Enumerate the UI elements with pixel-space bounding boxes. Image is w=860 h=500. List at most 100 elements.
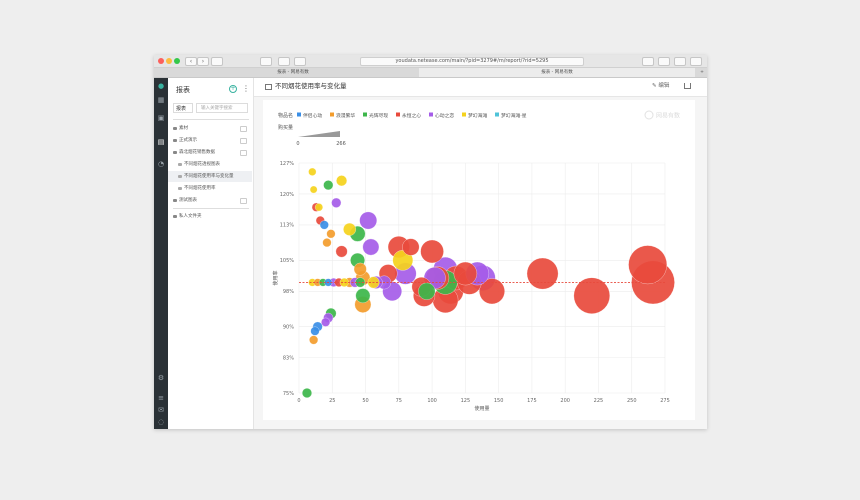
scatter-chart: 网易有数 物品名 伴侣心动 浪漫繁华 光辉尽现 永恒之心 心动之恋 梦幻海滩 梦幻海滩·星购买量…: [272, 110, 680, 412]
browser-tab-2[interactable]: 报表 - 网易有数: [419, 68, 695, 77]
help-icon[interactable]: ◌: [157, 418, 165, 426]
reader-button[interactable]: [294, 57, 306, 66]
y-tick-label-7: 127%: [280, 161, 295, 167]
size-legend-min: 0: [296, 141, 299, 147]
folder-icon: [173, 215, 177, 218]
tree-folder-sales[interactable]: 森北烟花销售数据: [168, 147, 252, 158]
x-axis-label: 使用量: [474, 405, 489, 412]
legend-label-1: 浪漫繁华: [336, 112, 355, 119]
new-tab-button[interactable]: +: [700, 70, 704, 75]
x-tick-label-6: 150: [494, 398, 504, 404]
data-point: [308, 167, 317, 176]
legend-label-2: 光辉尽现: [369, 112, 388, 119]
address-bar[interactable]: youdata.netease.com/main/?pid=3279#/m/re…: [360, 57, 584, 66]
tree-item-label: 素材: [179, 126, 188, 131]
legend-swatch-1: [330, 112, 334, 117]
x-tick-label-1: 25: [329, 398, 335, 404]
x-tick-label-3: 75: [396, 398, 402, 404]
edit-label: 编辑: [658, 83, 670, 89]
edit-button[interactable]: ✎ 编辑: [652, 83, 670, 89]
zoom-window-button[interactable]: [174, 58, 180, 64]
size-legend-wedge: [298, 131, 340, 137]
close-window-button[interactable]: [158, 58, 164, 64]
page-title: 不同烟花使用率与变化量: [275, 82, 347, 90]
dashboard-icon[interactable]: ▦: [157, 96, 165, 104]
browser-toolbar: ‹ › youdata.netease.com/main/?pid=3279#/…: [154, 55, 707, 68]
share-button[interactable]: [674, 57, 686, 66]
search-input[interactable]: 输入关键字搜索: [196, 103, 248, 113]
tree-item-label: 不同烟花使用率与变化量: [184, 174, 234, 179]
tree-item-label: 测试图表: [179, 198, 197, 203]
data-point: [628, 245, 668, 285]
more-icon[interactable]: ⋮: [242, 84, 250, 93]
settings-icon[interactable]: ⚙: [157, 374, 165, 382]
browser-tab-1[interactable]: 报表 - 网易有数: [277, 70, 309, 75]
data-point: [526, 257, 559, 290]
y-tick-label-6: 120%: [280, 192, 295, 198]
tree-folder-demo[interactable]: 正式演示: [168, 135, 252, 146]
x-tick-label-8: 200: [560, 398, 570, 404]
share-icon[interactable]: [684, 83, 691, 89]
divider: [173, 208, 249, 209]
report-icon[interactable]: ▤: [157, 138, 165, 146]
data-point: [343, 222, 356, 236]
data-point: [309, 185, 318, 194]
data-point: [355, 288, 371, 304]
count-badge: [240, 126, 247, 132]
logo-icon: ●: [157, 82, 165, 90]
tree-folder-material[interactable]: 素材: [168, 123, 252, 134]
tree-folder-test[interactable]: 测试图表: [168, 195, 252, 206]
translate-button[interactable]: [260, 57, 272, 66]
legend-label-6: 梦幻海滩·星: [501, 112, 527, 119]
data-point: [362, 238, 380, 256]
folder-icon: [173, 127, 177, 130]
back-button[interactable]: ‹: [185, 57, 197, 66]
x-tick-label-10: 250: [627, 398, 637, 404]
data-point: [479, 278, 505, 305]
sidebar-toggle-button[interactable]: [211, 57, 223, 66]
tabs-button[interactable]: [690, 57, 702, 66]
forward-button[interactable]: ›: [197, 57, 209, 66]
count-badge: [240, 198, 247, 204]
y-axis-label: 使用率: [272, 270, 279, 285]
count-badge: [240, 138, 247, 144]
tree-item-label: 正式演示: [179, 138, 197, 143]
docs-icon[interactable]: ≡: [158, 394, 164, 402]
tree-report-usage[interactable]: 不同烟花使用率: [168, 183, 252, 194]
data-point: [573, 277, 610, 314]
app-rail: ● ▦ ▣ ▤ ◔ ⚙ ≡ ✉ ◌: [154, 78, 168, 429]
x-tick-label-7: 175: [527, 398, 537, 404]
report-header: 不同烟花使用率与变化量 ✎ 编辑: [254, 78, 707, 97]
data-point: [314, 203, 323, 212]
size-legend-label: 购买量: [278, 124, 293, 131]
monitor-icon[interactable]: ◔: [157, 160, 165, 168]
y-tick-label-5: 113%: [280, 223, 295, 229]
data-point: [420, 239, 444, 264]
add-icon[interactable]: +: [229, 85, 237, 93]
tree-item-label: 不同烟花透视图表: [184, 162, 220, 167]
chart-icon: [178, 187, 182, 190]
sidebar-title: 报表: [176, 86, 190, 94]
type-select[interactable]: 报表: [173, 103, 193, 113]
extension-button[interactable]: [278, 57, 290, 66]
mail-icon[interactable]: ✉: [158, 406, 164, 414]
y-tick-label-3: 98%: [283, 289, 294, 295]
data-point: [310, 326, 320, 336]
folder-icon: [173, 199, 177, 202]
x-tick-label-9: 225: [594, 398, 604, 404]
dataset-icon[interactable]: ▣: [157, 114, 165, 122]
watermark-logo-icon: [644, 110, 654, 120]
info-button[interactable]: [658, 57, 670, 66]
tree-folder-private[interactable]: 私人文件夹: [168, 211, 252, 222]
legend-label-3: 永恒之心: [402, 112, 421, 119]
download-button[interactable]: [642, 57, 654, 66]
data-point: [336, 175, 348, 187]
size-legend-max: 266: [336, 141, 346, 147]
tree-report-pivot[interactable]: 不同烟花透视图表: [168, 159, 252, 170]
data-point: [453, 261, 478, 286]
report-sidebar: 报表 + ⋮ 报表 输入关键字搜索 素材 正式演示 森北烟花销售数据 不同烟花透…: [168, 78, 254, 429]
tree-report-usage-change[interactable]: 不同烟花使用率与变化量: [168, 171, 252, 182]
data-point: [322, 238, 332, 248]
tree-item-label: 森北烟花销售数据: [179, 150, 215, 155]
minimize-window-button[interactable]: [166, 58, 172, 64]
